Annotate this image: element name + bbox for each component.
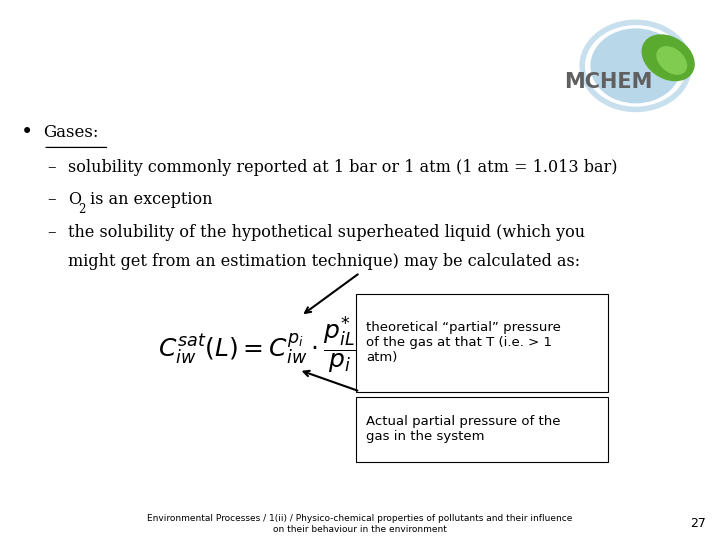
Text: Gases:: Gases:: [43, 124, 99, 141]
Text: 27: 27: [690, 517, 706, 530]
FancyBboxPatch shape: [356, 397, 608, 462]
Text: is an exception: is an exception: [85, 191, 212, 208]
Text: Environmental Processes / 1(ii) / Physico-chemical properties of pollutants and : Environmental Processes / 1(ii) / Physic…: [148, 514, 572, 523]
FancyBboxPatch shape: [356, 294, 608, 392]
Text: the solubility of the hypothetical superheated liquid (which you: the solubility of the hypothetical super…: [68, 224, 585, 241]
Text: –: –: [48, 224, 56, 241]
Ellipse shape: [657, 47, 686, 74]
Text: $C_{iw}^{sat}(L) = C_{iw}^{p_i} \cdot \dfrac{p_{iL}^{*}}{p_i}$: $C_{iw}^{sat}(L) = C_{iw}^{p_i} \cdot \d…: [158, 315, 357, 376]
Text: –: –: [48, 191, 56, 208]
Text: O: O: [68, 191, 81, 208]
Ellipse shape: [591, 29, 680, 103]
Text: •: •: [21, 122, 34, 143]
Ellipse shape: [642, 35, 694, 80]
Text: on their behaviour in the environment: on their behaviour in the environment: [273, 525, 447, 534]
Text: theoretical “partial” pressure
of the gas at that T (i.e. > 1
atm): theoretical “partial” pressure of the ga…: [366, 321, 561, 365]
Text: might get from an estimation technique) may be calculated as:: might get from an estimation technique) …: [68, 253, 580, 271]
Text: MCHEM: MCHEM: [564, 72, 652, 92]
Text: Actual partial pressure of the
gas in the system: Actual partial pressure of the gas in th…: [366, 415, 560, 443]
Text: solubility commonly reported at 1 bar or 1 atm (1 atm = 1.013 bar): solubility commonly reported at 1 bar or…: [68, 159, 618, 176]
Text: 2: 2: [78, 203, 85, 216]
Text: –: –: [48, 159, 56, 176]
